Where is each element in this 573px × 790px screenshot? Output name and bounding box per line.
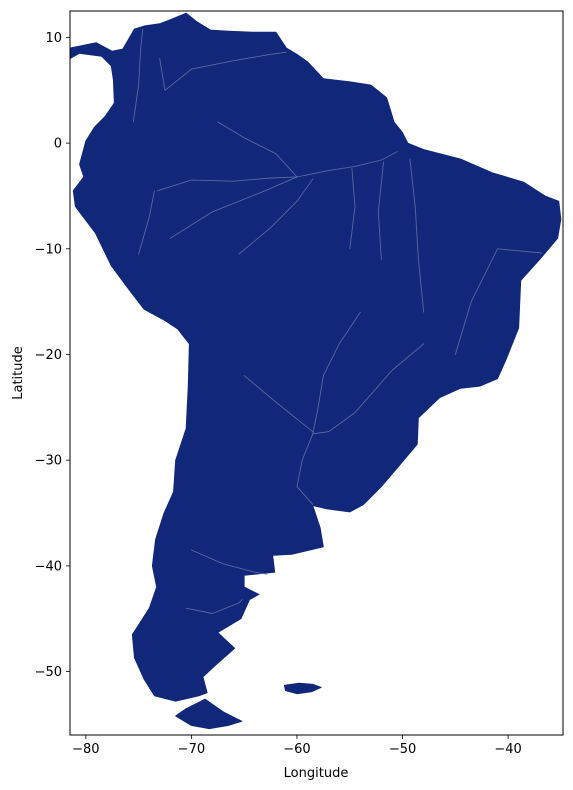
river	[454, 248, 543, 355]
river	[238, 178, 314, 255]
x-tick-label: −50	[389, 742, 416, 757]
south-america-mainland	[70, 12, 562, 702]
x-tick-label: −70	[178, 742, 205, 757]
y-axis-label: Latitude	[11, 346, 26, 400]
falkland-islands	[283, 682, 322, 695]
river	[159, 51, 287, 91]
plot-area	[70, 12, 562, 730]
river	[243, 375, 314, 433]
y-tick-label: −50	[35, 665, 62, 680]
river	[312, 343, 425, 435]
y-tick-label: −40	[35, 559, 62, 574]
river	[349, 168, 356, 250]
x-tick-label: −40	[494, 742, 521, 757]
river-network	[132, 28, 543, 614]
river	[138, 190, 155, 255]
y-tick-label: −20	[35, 348, 62, 363]
y-tick-label: 0	[54, 137, 62, 152]
x-axis-label: Longitude	[284, 766, 349, 781]
river	[409, 158, 425, 313]
axes-frame	[69, 10, 564, 736]
river	[169, 176, 298, 239]
river	[377, 161, 384, 260]
y-axis-ticks: 10 0 −10 −20 −30 −40 −50	[35, 31, 70, 680]
river	[185, 599, 243, 614]
y-tick-label: −10	[35, 242, 62, 257]
x-tick-label: −80	[72, 742, 99, 757]
river	[190, 549, 268, 575]
y-tick-label: 10	[45, 31, 62, 46]
x-axis-ticks: −80 −70 −60 −50 −40	[72, 735, 522, 757]
y-tick-label: −30	[35, 454, 62, 469]
river	[217, 121, 298, 178]
tierra-del-fuego	[175, 698, 243, 730]
river	[132, 28, 144, 123]
river	[296, 311, 361, 506]
x-tick-label: −60	[283, 742, 310, 757]
